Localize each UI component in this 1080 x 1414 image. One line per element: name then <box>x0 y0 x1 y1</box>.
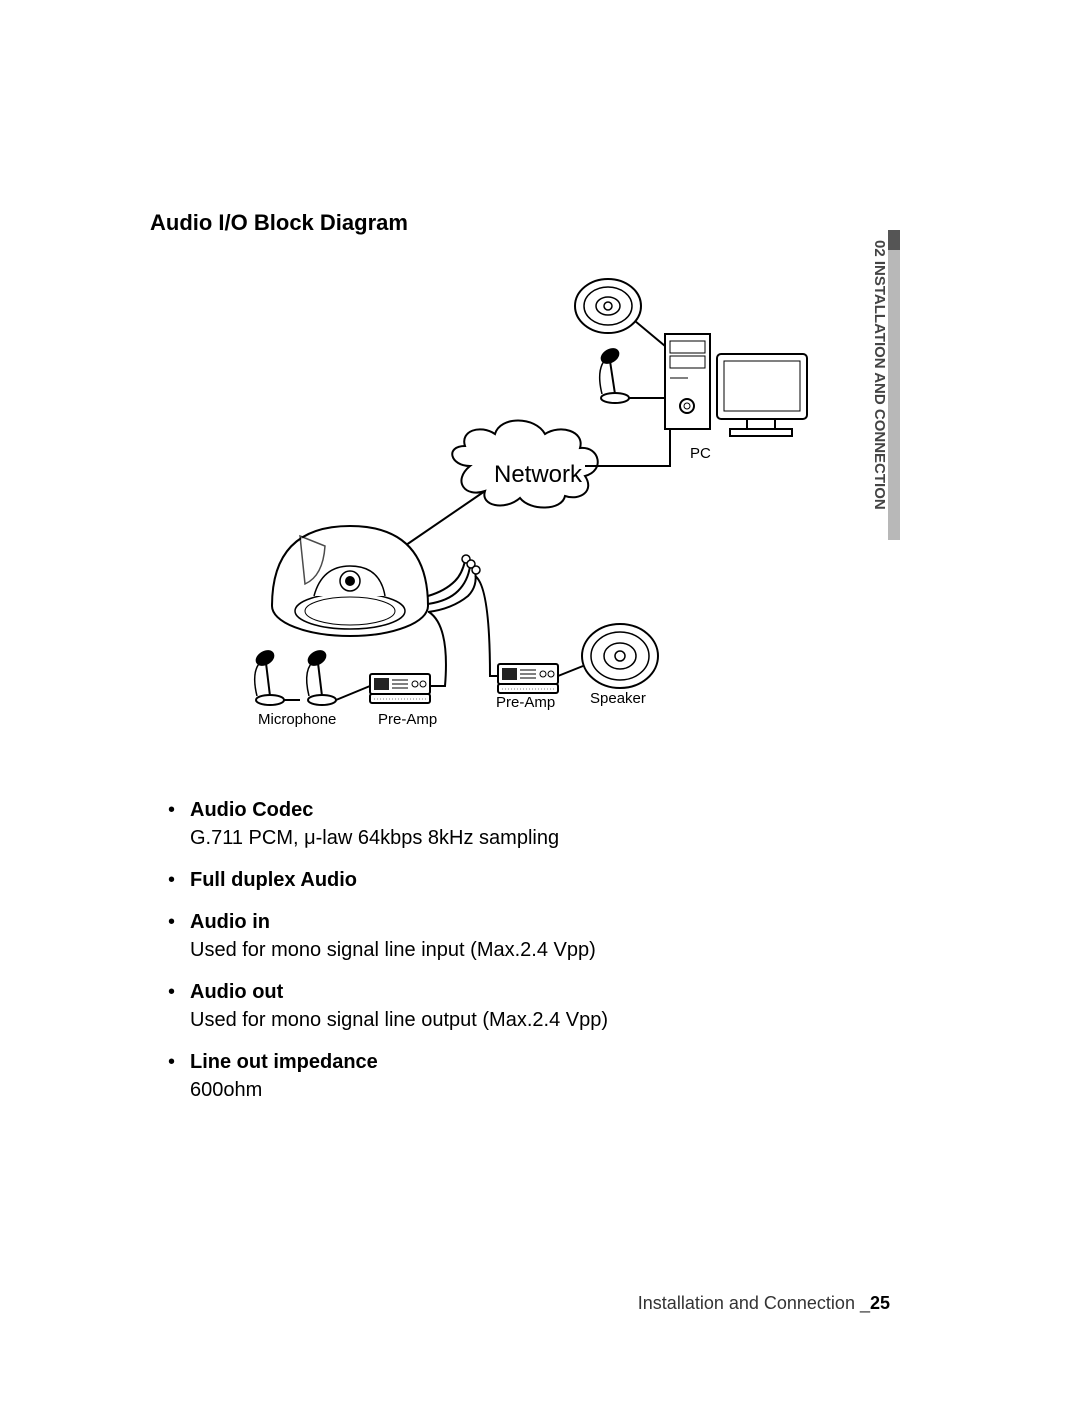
side-tab-bar-dark <box>888 230 900 250</box>
pc-speaker <box>575 279 641 333</box>
section-heading: Audio I/O Block Diagram <box>150 210 930 236</box>
pc-tower <box>665 334 710 429</box>
dome-camera <box>272 526 480 636</box>
spec-title: Audio out <box>190 978 930 1006</box>
page-footer: Installation and Connection _25 <box>638 1293 890 1314</box>
document-page: Audio I/O Block Diagram <box>0 0 1080 1414</box>
spec-desc: Used for mono signal line input (Max.2.4… <box>190 936 930 964</box>
microphone-label: Microphone <box>258 711 336 728</box>
audio-io-diagram: Network PC Microphone Pre-Amp Pre-Amp Sp… <box>190 276 830 756</box>
pc-microphone <box>598 345 629 403</box>
pc-monitor <box>717 354 807 436</box>
page-number: 25 <box>870 1293 890 1313</box>
footer-text: Installation and Connection _ <box>638 1293 870 1313</box>
conn-preamp-speaker <box>558 666 583 676</box>
spec-item-audio-in: Audio in Used for mono signal line input… <box>168 908 930 964</box>
conn-camera-left <box>429 612 446 686</box>
speaker-label: Speaker <box>590 690 646 707</box>
spec-title: Audio Codec <box>190 796 930 824</box>
spec-list: Audio Codec G.711 PCM, μ-law 64kbps 8kHz… <box>150 796 930 1104</box>
network-label: Network <box>494 461 582 489</box>
diagram-svg <box>190 276 830 756</box>
spec-desc: Used for mono signal line output (Max.2.… <box>190 1006 930 1034</box>
spec-title: Audio in <box>190 908 930 936</box>
spec-title: Full duplex Audio <box>190 866 930 894</box>
conn-pcspeaker-pc <box>635 321 665 346</box>
preamp-right <box>498 664 558 693</box>
side-tab-text: 02 INSTALLATION AND CONNECTION <box>871 240 888 510</box>
pc-label: PC <box>690 445 711 462</box>
spec-desc: 600ohm <box>190 1076 930 1104</box>
preamp-right-label: Pre-Amp <box>496 694 555 711</box>
spec-title: Line out impedance <box>190 1048 930 1076</box>
spec-item-duplex: Full duplex Audio <box>168 866 930 894</box>
microphone-left-1 <box>253 647 284 705</box>
microphone-left-2 <box>305 647 336 705</box>
spec-item-impedance: Line out impedance 600ohm <box>168 1048 930 1104</box>
spec-item-codec: Audio Codec G.711 PCM, μ-law 64kbps 8kHz… <box>168 796 930 852</box>
spec-item-audio-out: Audio out Used for mono signal line outp… <box>168 978 930 1034</box>
speaker-right <box>582 624 658 688</box>
preamp-left <box>370 674 430 703</box>
preamp-left-label: Pre-Amp <box>378 711 437 728</box>
side-tab-bar <box>888 230 900 540</box>
conn-camera-right <box>475 576 498 676</box>
spec-desc: G.711 PCM, μ-law 64kbps 8kHz sampling <box>190 824 930 852</box>
